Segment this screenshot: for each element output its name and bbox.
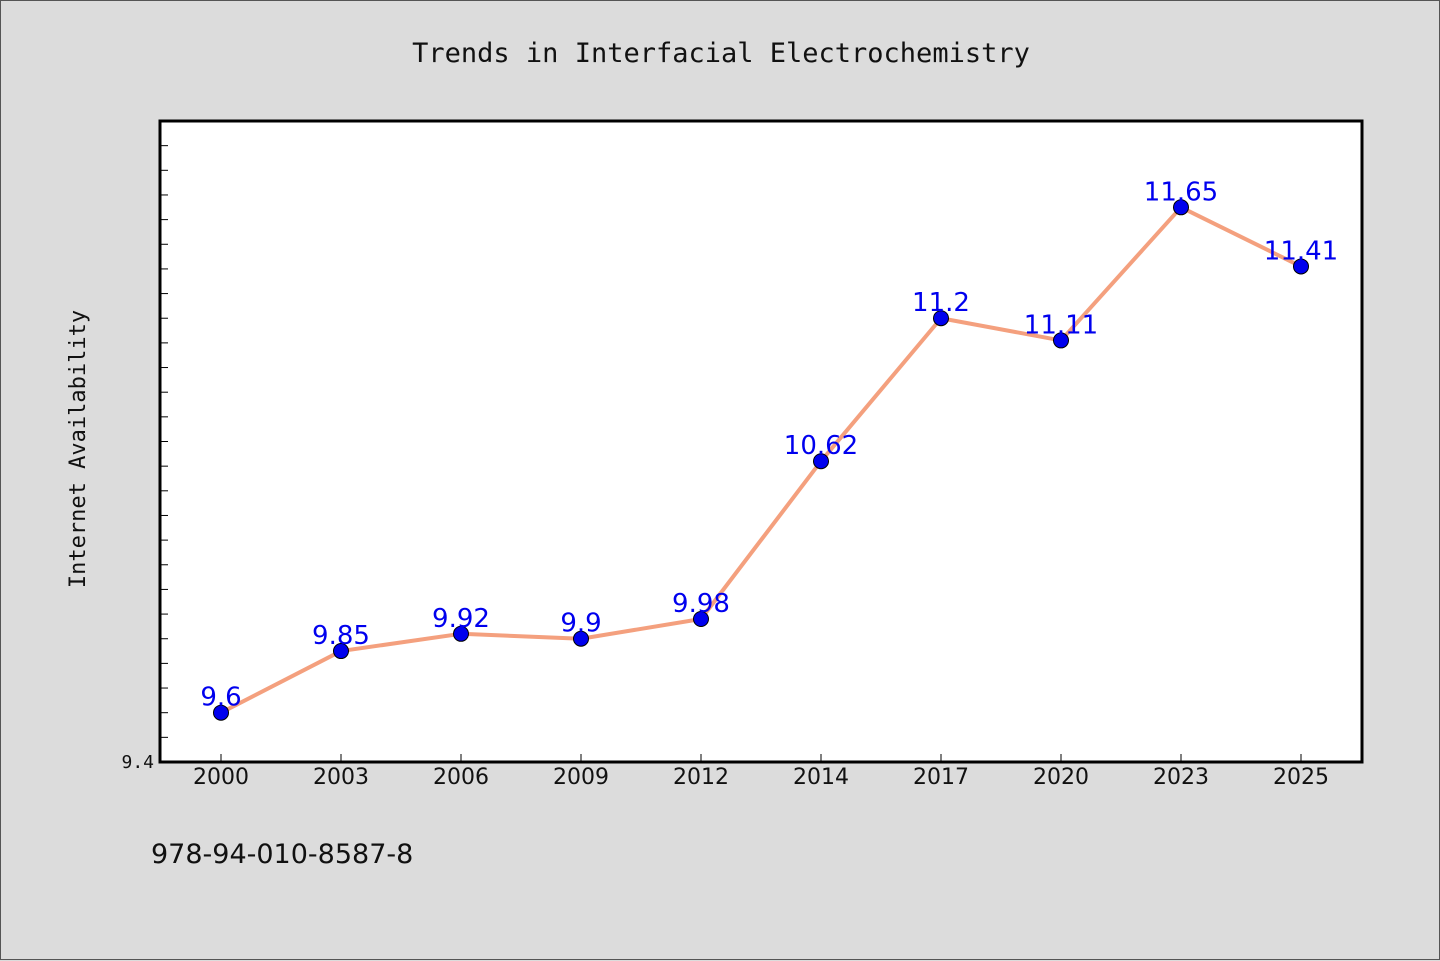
x-axis-ticks: 2000 2003 2006 2009 2012 2014 2017 2020 2023 2025 <box>193 754 1329 790</box>
data-point <box>333 643 349 660</box>
x-tick-label: 2017 <box>913 765 969 790</box>
x-tick-label: 2020 <box>1033 765 1089 790</box>
data-label: 11.41 <box>1264 236 1338 266</box>
x-tick-label: 2009 <box>553 765 609 790</box>
chart-title: Trends in Interfacial Electrochemistry <box>412 38 1030 69</box>
y-tick-label: 9.4 <box>121 752 154 773</box>
data-label: 10.62 <box>784 431 858 461</box>
x-tick-label: 2025 <box>1273 765 1329 790</box>
data-point <box>1173 199 1189 216</box>
series-line <box>220 205 1302 715</box>
data-labels: 9.6 9.85 9.92 9.9 9.98 10.62 11.2 11.11 11.65 11.… <box>200 177 1338 712</box>
data-point <box>933 310 949 327</box>
data-point <box>813 453 829 470</box>
data-label: 11.65 <box>1144 177 1218 207</box>
data-label: 9.9 <box>560 609 601 639</box>
x-tick-label: 2012 <box>673 765 729 790</box>
x-tick-label: 2006 <box>433 765 489 790</box>
x-tick-label: 2000 <box>193 765 249 790</box>
x-tick-label: 2023 <box>1153 765 1209 790</box>
data-point <box>573 630 589 647</box>
data-label: 11.2 <box>912 288 970 318</box>
data-label: 11.11 <box>1024 310 1098 340</box>
data-point <box>1293 258 1309 275</box>
data-point <box>693 611 709 628</box>
y-axis-ticks: 9.4 <box>121 145 168 773</box>
data-label: 9.98 <box>672 589 730 619</box>
data-label: 9.92 <box>432 604 490 634</box>
data-point <box>453 625 469 642</box>
y-axis-label: Internet Availability <box>66 310 91 588</box>
data-point <box>1053 332 1069 349</box>
series-polyline <box>220 205 1302 715</box>
x-tick-label: 2014 <box>793 765 849 790</box>
data-markers <box>213 199 1309 721</box>
data-label: 9.6 <box>200 683 241 713</box>
plot-area <box>158 119 1364 764</box>
data-label: 9.85 <box>312 621 370 651</box>
x-tick-label: 2003 <box>313 765 369 790</box>
isbn-footer: 978-94-010-8587-8 <box>151 839 413 870</box>
data-point <box>213 704 229 721</box>
